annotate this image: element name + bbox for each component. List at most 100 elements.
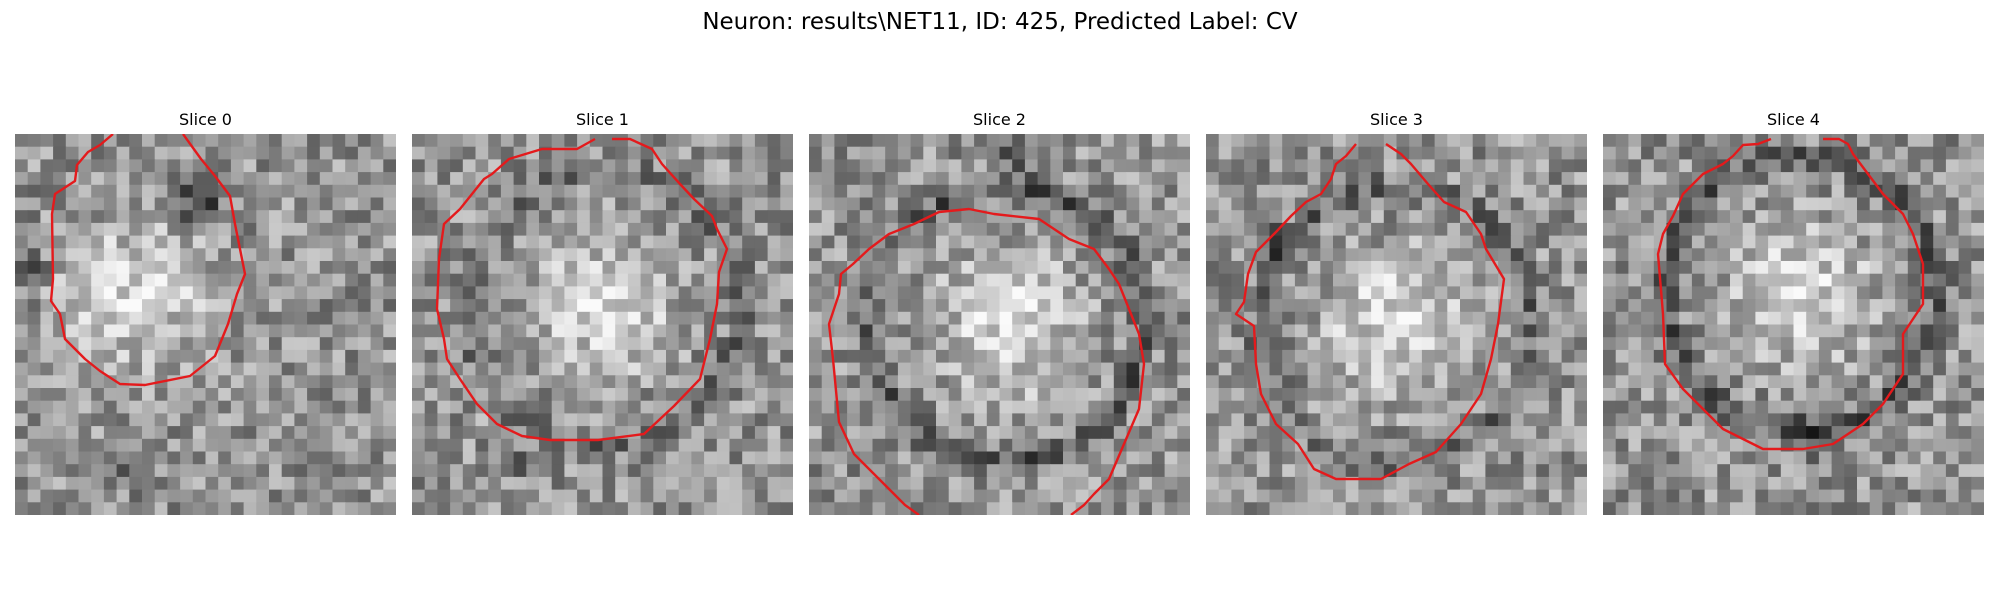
pixel	[1269, 273, 1283, 287]
pixel	[205, 375, 219, 389]
pixel	[1882, 184, 1896, 199]
pixel	[999, 426, 1013, 440]
pixel	[1755, 286, 1769, 300]
pixel	[1895, 184, 1909, 199]
pixel	[859, 235, 874, 249]
pixel	[1256, 362, 1271, 376]
pixel	[1882, 324, 1896, 338]
pixel	[780, 337, 793, 351]
pixel	[1333, 184, 1347, 199]
pixel	[450, 426, 464, 440]
pixel	[589, 210, 604, 224]
pixel	[345, 311, 359, 326]
pixel	[475, 146, 489, 160]
pixel	[450, 388, 464, 402]
pixel	[834, 286, 848, 300]
pixel	[961, 349, 975, 364]
pixel	[1075, 210, 1089, 224]
pixel	[974, 413, 988, 427]
pixel	[475, 476, 489, 491]
pixel	[370, 400, 384, 414]
pixel	[462, 273, 477, 287]
pixel	[1806, 248, 1820, 262]
pixel	[412, 489, 426, 503]
pixel	[1396, 502, 1410, 515]
pixel	[1831, 413, 1845, 427]
pixel	[142, 146, 156, 160]
pixel	[936, 362, 950, 376]
pixel	[1037, 134, 1051, 148]
pixel	[1177, 489, 1190, 503]
pixel	[961, 489, 975, 503]
pixel	[475, 134, 489, 148]
pixel	[1345, 502, 1359, 515]
pixel	[230, 476, 245, 491]
pixel	[1523, 159, 1537, 173]
pixel	[1333, 134, 1347, 148]
pixel	[1615, 413, 1629, 427]
pixel	[602, 426, 616, 440]
pixel	[1653, 464, 1668, 478]
pixel	[1628, 222, 1642, 237]
pixel	[1561, 438, 1575, 453]
pixel	[897, 235, 912, 249]
pixel	[1345, 172, 1359, 186]
pixel	[1895, 502, 1909, 515]
pixel	[192, 349, 207, 364]
pixel	[1536, 476, 1550, 491]
pixel	[192, 489, 207, 503]
pixel	[1615, 159, 1629, 173]
pixel	[1063, 134, 1077, 148]
pixel	[1704, 476, 1718, 491]
pixel	[1882, 222, 1896, 237]
pixel	[27, 210, 41, 224]
pixel	[742, 388, 756, 402]
pixel	[1434, 210, 1448, 224]
pixel	[1907, 476, 1922, 491]
pixel	[1615, 222, 1629, 237]
pixel	[1958, 413, 1972, 427]
pixel	[1269, 362, 1283, 376]
pixel	[1895, 375, 1909, 389]
pixel	[1472, 197, 1486, 211]
pixel	[1231, 172, 1245, 186]
pixel	[1818, 451, 1833, 465]
pixel	[1485, 375, 1499, 389]
pixel	[243, 375, 257, 389]
pixel	[1371, 235, 1385, 249]
pixel	[602, 261, 616, 275]
pixel	[1075, 476, 1089, 491]
pixel	[872, 375, 886, 389]
pixel	[653, 210, 667, 224]
pixel	[1244, 489, 1258, 503]
pixel	[1561, 184, 1575, 199]
pixel	[1396, 400, 1410, 414]
pixel	[897, 197, 912, 211]
pixel	[627, 248, 642, 262]
pixel	[488, 134, 502, 148]
pixel	[1615, 235, 1629, 249]
pixel	[1857, 426, 1871, 440]
pixel	[1536, 400, 1550, 414]
pixel	[1101, 388, 1115, 402]
pixel	[332, 375, 346, 389]
pixel	[742, 146, 756, 160]
pixel	[1434, 502, 1448, 515]
pixel	[1945, 235, 1960, 249]
pixel	[615, 337, 629, 351]
pixel	[1113, 502, 1128, 515]
pixel	[986, 172, 1001, 186]
pixel	[1139, 197, 1153, 211]
pixel	[1510, 184, 1525, 199]
pixel	[691, 337, 705, 351]
pixel	[488, 489, 502, 503]
pixel	[1151, 197, 1166, 211]
pixel	[1793, 172, 1807, 186]
pixel	[653, 489, 667, 503]
pixel	[1742, 286, 1756, 300]
pixel	[475, 273, 489, 287]
pixel	[923, 337, 937, 351]
pixel	[142, 476, 156, 491]
pixel	[1139, 362, 1153, 376]
pixel	[1971, 311, 1984, 326]
